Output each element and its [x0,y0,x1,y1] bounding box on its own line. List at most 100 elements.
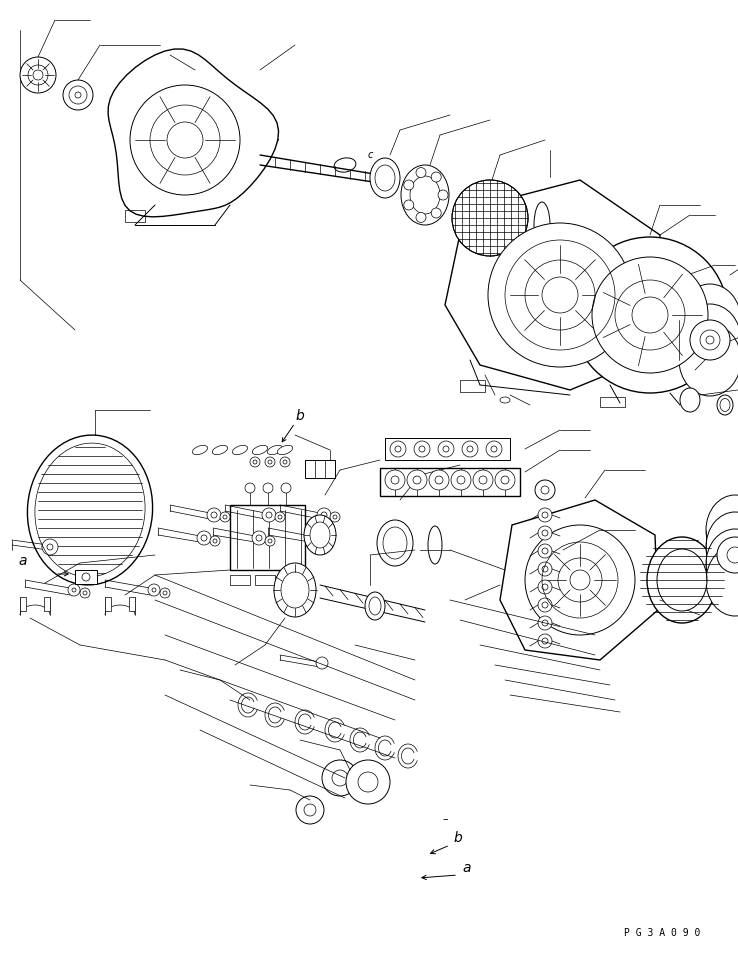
Circle shape [538,562,552,576]
Bar [385,438,510,460]
Circle shape [538,526,552,540]
Circle shape [404,180,414,190]
Circle shape [486,441,502,457]
Ellipse shape [370,158,400,198]
Circle shape [451,470,471,490]
Circle shape [572,237,728,393]
Circle shape [538,634,552,648]
Circle shape [407,470,427,490]
Circle shape [473,470,493,490]
Bar [44,597,50,611]
Circle shape [245,483,255,493]
Text: b: b [454,831,463,845]
Bar [380,468,520,496]
Circle shape [390,441,406,457]
Text: c: c [368,150,373,160]
Circle shape [431,172,441,182]
Circle shape [538,544,552,558]
Circle shape [80,588,90,598]
Bar [230,575,250,585]
Circle shape [160,588,170,598]
Ellipse shape [428,526,442,564]
Circle shape [538,616,552,630]
Circle shape [275,512,285,522]
Bar [105,597,111,611]
Ellipse shape [365,592,385,620]
Circle shape [280,457,290,467]
Text: a: a [462,861,471,875]
Circle shape [535,480,555,500]
Circle shape [525,525,635,635]
Circle shape [495,470,515,490]
Circle shape [330,512,340,522]
Circle shape [322,760,358,796]
Circle shape [252,531,266,545]
Circle shape [207,508,221,522]
Bar [20,597,26,611]
Circle shape [404,200,414,210]
Circle shape [265,536,275,546]
Bar [460,380,485,392]
Bar [255,575,275,585]
Bar [600,397,625,407]
Circle shape [197,531,211,545]
Circle shape [690,320,730,360]
Ellipse shape [232,445,248,455]
Circle shape [296,796,324,824]
Ellipse shape [706,546,738,616]
Circle shape [320,536,330,546]
Circle shape [538,580,552,594]
Circle shape [416,212,426,223]
Circle shape [265,457,275,467]
Circle shape [717,537,738,573]
Bar [230,505,305,570]
Ellipse shape [277,445,293,455]
Circle shape [42,539,58,555]
Circle shape [262,508,276,522]
Ellipse shape [679,304,738,376]
Circle shape [462,441,478,457]
Ellipse shape [534,202,550,248]
Ellipse shape [679,284,738,356]
Circle shape [263,483,273,493]
Ellipse shape [717,395,733,415]
Circle shape [210,536,220,546]
Circle shape [538,598,552,612]
Circle shape [316,657,328,669]
Circle shape [385,470,405,490]
Ellipse shape [647,537,717,623]
Circle shape [414,441,430,457]
Circle shape [130,85,240,195]
Ellipse shape [706,495,738,565]
Ellipse shape [27,435,153,585]
Circle shape [438,190,448,200]
Text: a: a [18,554,27,568]
Bar [305,460,335,478]
Circle shape [317,508,331,522]
Polygon shape [445,180,660,390]
Circle shape [68,584,80,596]
Circle shape [346,760,390,804]
Circle shape [438,441,454,457]
Ellipse shape [267,445,283,455]
Bar [129,597,135,611]
Circle shape [416,167,426,178]
Circle shape [63,80,93,110]
Circle shape [429,470,449,490]
Ellipse shape [377,520,413,566]
Circle shape [250,457,260,467]
Ellipse shape [213,445,227,455]
Ellipse shape [274,563,316,617]
Ellipse shape [252,445,268,455]
Circle shape [307,531,321,545]
Ellipse shape [304,515,336,555]
Circle shape [281,483,291,493]
Circle shape [431,208,441,218]
Text: –: – [442,814,448,824]
Bar [125,210,145,222]
Ellipse shape [193,445,207,455]
Circle shape [538,508,552,522]
Ellipse shape [401,165,449,225]
Circle shape [452,180,528,256]
Circle shape [20,57,56,93]
